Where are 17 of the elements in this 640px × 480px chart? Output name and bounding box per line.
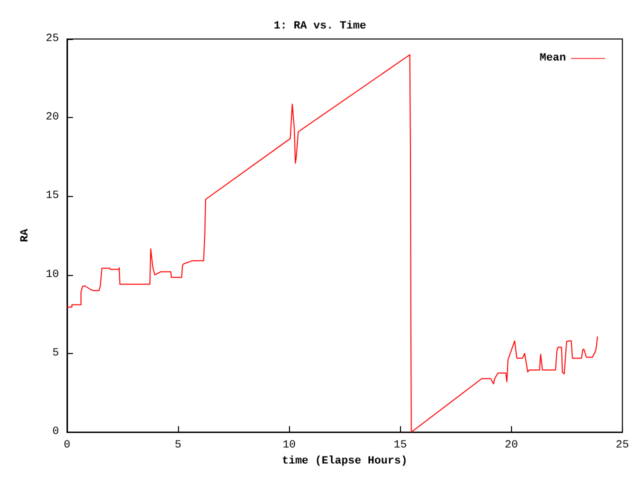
y-tick-label: 20 (46, 112, 59, 124)
x-axis-title: time (Elapse Hours) (282, 456, 408, 468)
y-tick-label: 0 (52, 426, 59, 438)
legend-label: Mean (540, 52, 566, 64)
x-tick-label: 10 (282, 440, 296, 452)
y-tick-label: 15 (46, 190, 59, 202)
x-tick-label: 15 (394, 440, 407, 452)
y-tick-label: 25 (46, 33, 59, 45)
y-tick-label: 5 (52, 347, 59, 360)
y-tick-label: 10 (46, 268, 59, 281)
chart-title: 1: RA vs. Time (274, 20, 367, 32)
line-series (66, 54, 598, 433)
y-axis-title: RA (20, 228, 32, 242)
x-tick-label: 5 (174, 440, 182, 452)
x-tick-label: 25 (616, 440, 629, 452)
x-tick-label: 0 (64, 440, 70, 452)
x-tick-label: 20 (504, 440, 518, 452)
